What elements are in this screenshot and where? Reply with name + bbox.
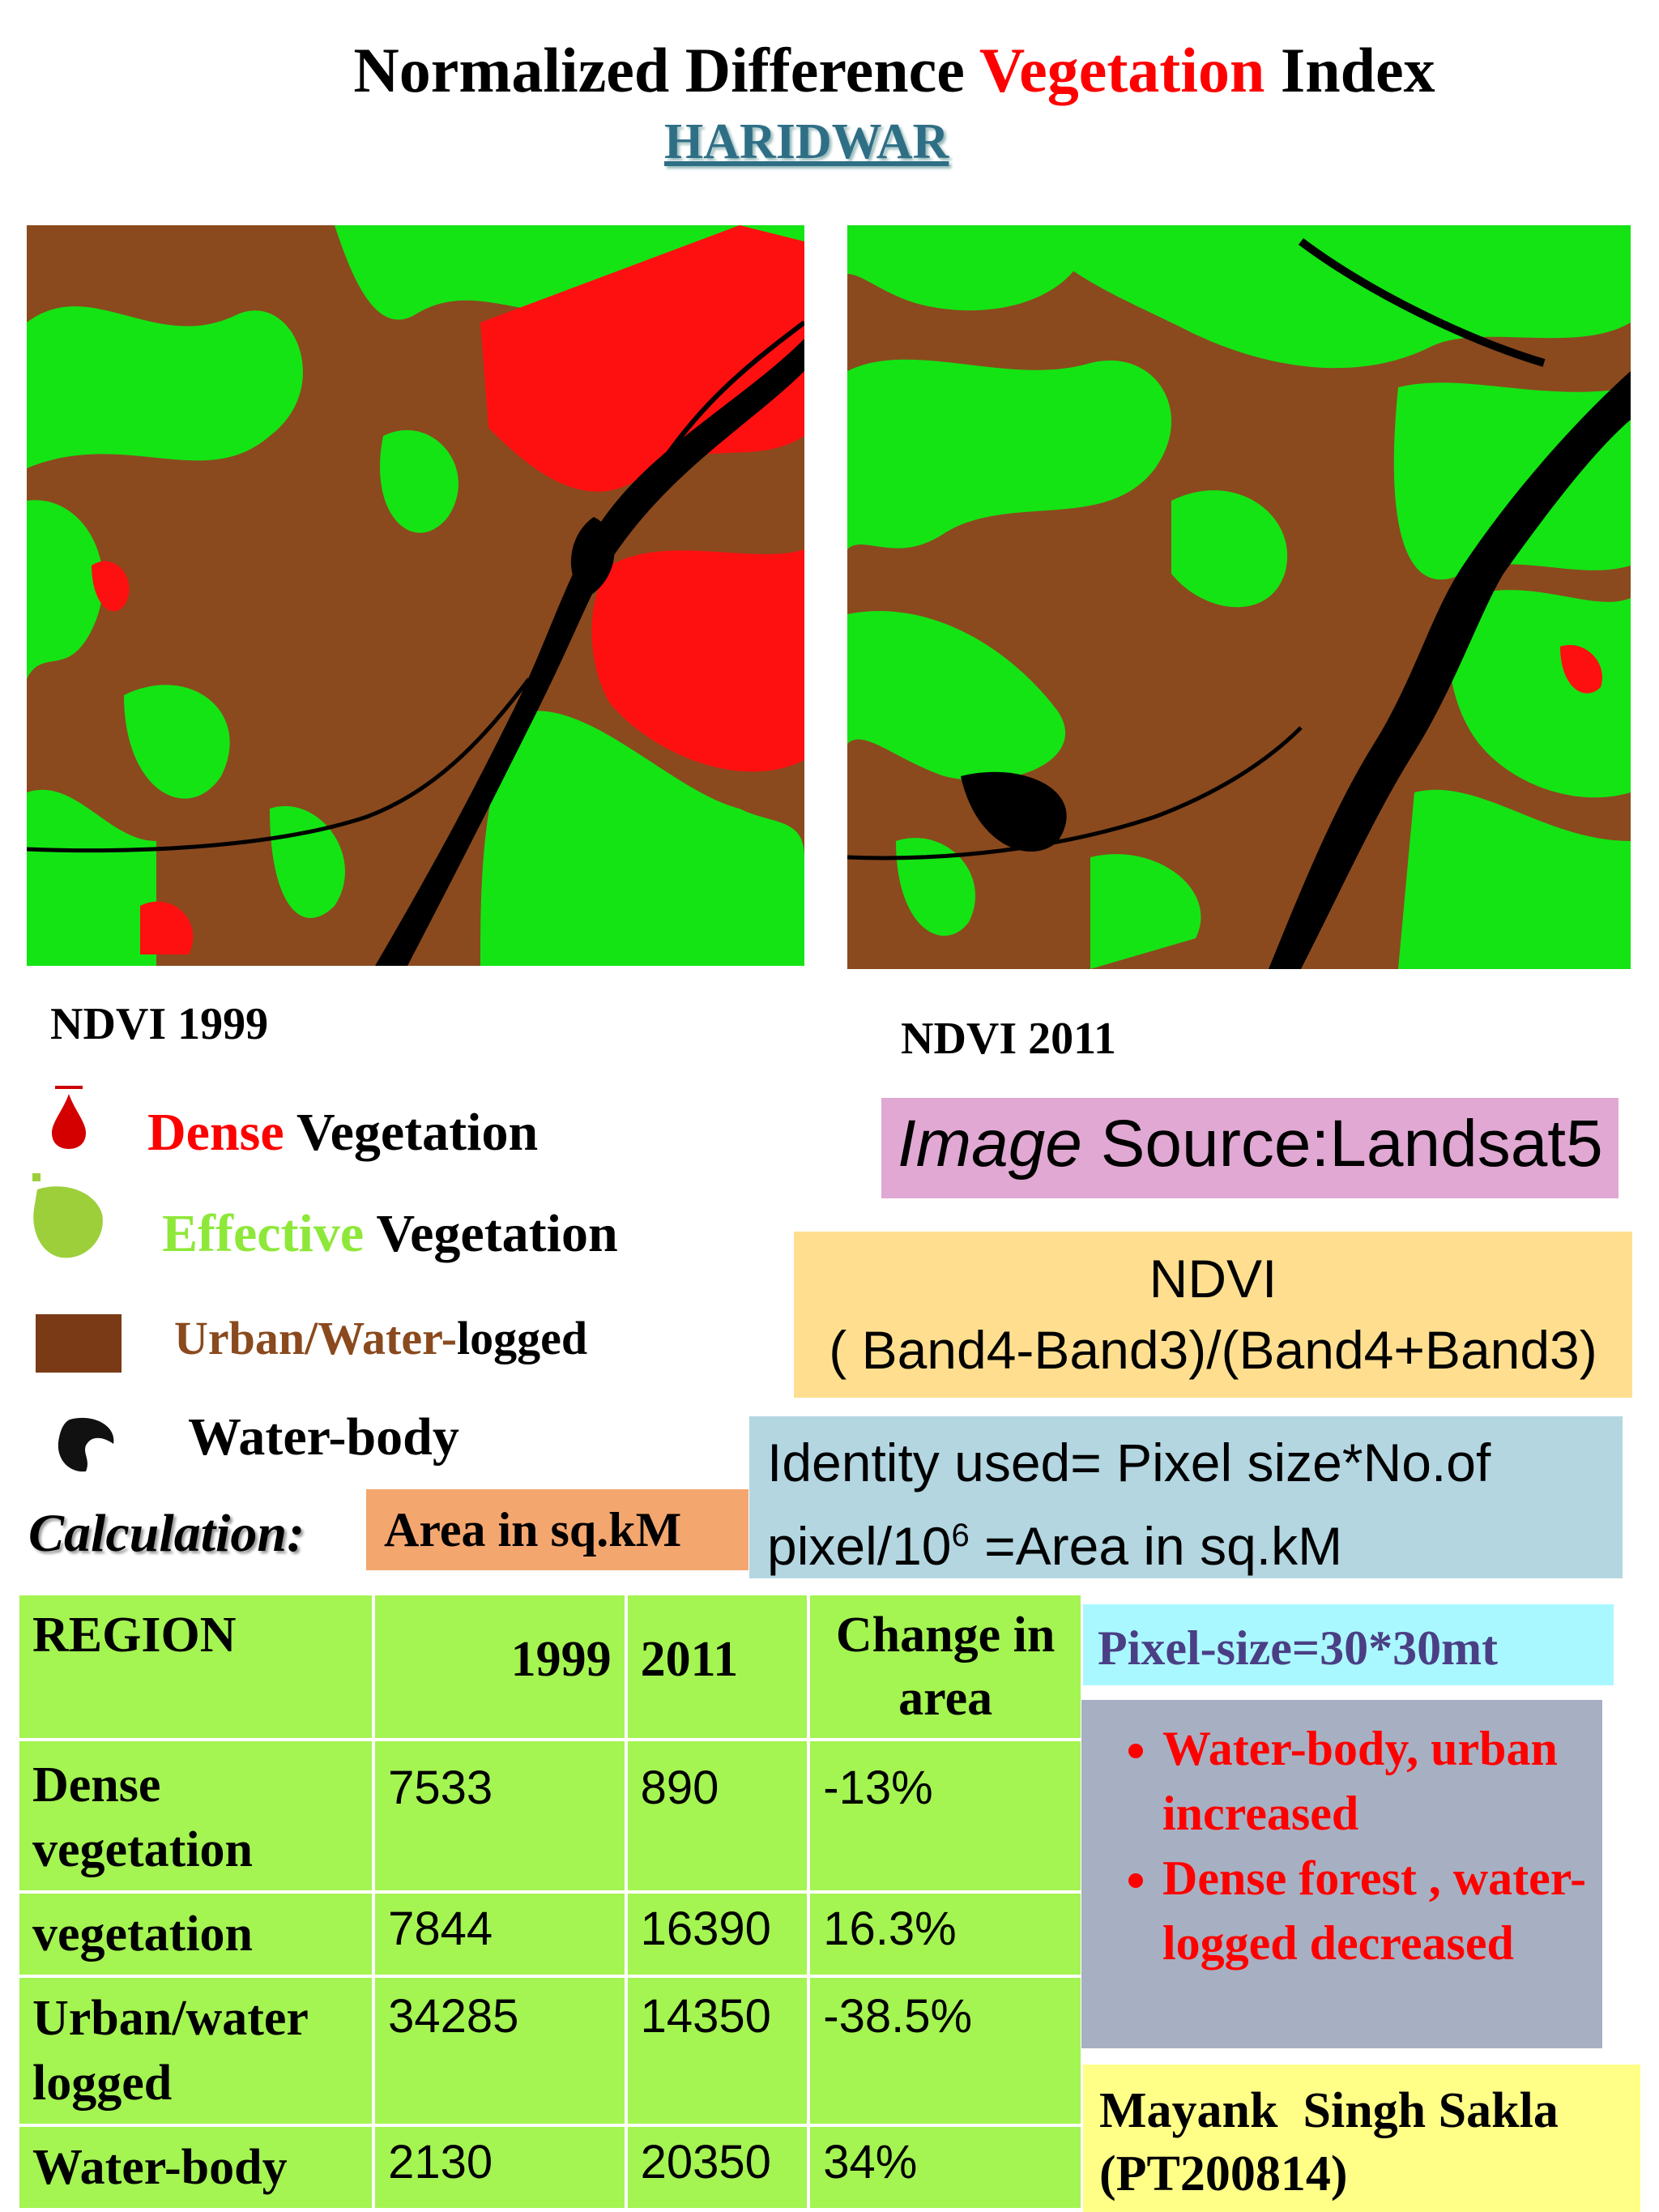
value-2011-cell: 14350 bbox=[624, 1975, 811, 2127]
region-cell: Dense vegetation bbox=[15, 1738, 376, 1894]
conclusions-list: Water-body, urban increased Dense forest… bbox=[1081, 1700, 1602, 1975]
ndvi-2011-map bbox=[847, 225, 1631, 969]
value-2011-cell: 20350 bbox=[624, 2124, 811, 2211]
author-name: Mayank Singh Sakla bbox=[1099, 2083, 1559, 2138]
value-1999-cell: 7533 bbox=[372, 1738, 628, 1894]
region-cell: Water-body bbox=[15, 2124, 376, 2211]
identity-line-2b: =Area in sq.kM bbox=[969, 1516, 1343, 1576]
title-highlight: Vegetation bbox=[979, 35, 1265, 105]
calculation-label: Calculation: bbox=[28, 1504, 305, 1563]
leaf-blob-icon bbox=[32, 1173, 103, 1258]
table-header-row: REGION 1999 2011 Change in area bbox=[15, 1592, 1084, 1741]
drop-icon bbox=[52, 1086, 86, 1149]
urban-swatch-icon bbox=[36, 1314, 122, 1373]
header-2011: 2011 bbox=[624, 1592, 811, 1741]
region-cell: Urban/water logged bbox=[15, 1975, 376, 2127]
title-part-1: Normalized Difference bbox=[353, 35, 979, 105]
pixel-size-box: Pixel-size=30*30mt bbox=[1083, 1604, 1614, 1685]
ndvi-1999-caption: NDVI 1999 bbox=[50, 999, 269, 1049]
header-1999: 1999 bbox=[372, 1592, 628, 1741]
image-source-rest: Source:Landsat5 bbox=[1081, 1107, 1603, 1181]
legend-urban-rest: logged bbox=[457, 1312, 588, 1364]
value-1999-cell: 7844 bbox=[372, 1890, 628, 1978]
legend-urban-waterlogged: Urban/Water-logged bbox=[174, 1311, 587, 1365]
legend-dense-word: Dense bbox=[147, 1103, 284, 1162]
change-cell: 16.3% bbox=[807, 1890, 1084, 1978]
formula-expression: ( Band4-Band3)/(Band4+Band3) bbox=[829, 1320, 1597, 1380]
ndvi-1999-map bbox=[27, 225, 804, 966]
subtitle: HARIDWAR bbox=[664, 114, 949, 169]
legend-effective-vegetation: Effective Vegetation bbox=[162, 1203, 618, 1265]
identity-exponent: 6 bbox=[951, 1518, 970, 1553]
title-part-3: Index bbox=[1265, 35, 1435, 105]
change-cell: -13% bbox=[807, 1738, 1084, 1894]
legend-effective-rest: Vegetation bbox=[364, 1204, 618, 1263]
value-2011-cell: 16390 bbox=[624, 1890, 811, 1978]
legend-dense-vegetation: Dense Vegetation bbox=[147, 1102, 538, 1164]
value-1999-cell: 2130 bbox=[372, 2124, 628, 2211]
change-cell: 34% bbox=[807, 2124, 1084, 2211]
identity-box: Identity used= Pixel size*No.of pixel/10… bbox=[749, 1416, 1623, 1578]
identity-line-1: Identity used= Pixel size*No.of bbox=[767, 1433, 1491, 1492]
identity-line-2a: pixel/10 bbox=[767, 1516, 952, 1576]
author-box: Mayank Singh Sakla (PT200814) bbox=[1083, 2065, 1640, 2212]
legend-water-body: Water-body bbox=[188, 1407, 459, 1467]
legend-dense-rest: Vegetation bbox=[284, 1103, 539, 1162]
author-id: (PT200814) bbox=[1099, 2146, 1348, 2201]
conclusion-item: Dense forest , water-logged decreased bbox=[1162, 1846, 1602, 1975]
header-change: Change in area bbox=[807, 1592, 1084, 1741]
ndvi-2011-caption: NDVI 2011 bbox=[901, 1014, 1117, 1064]
header-region: REGION bbox=[15, 1592, 376, 1741]
formula-title: NDVI bbox=[1149, 1249, 1277, 1309]
conclusion-item: Water-body, urban increased bbox=[1162, 1716, 1602, 1846]
region-table: REGION 1999 2011 Change in area Dense ve… bbox=[15, 1592, 1084, 2211]
change-cell: -38.5% bbox=[807, 1975, 1084, 2127]
conclusions-box: Water-body, urban increased Dense forest… bbox=[1081, 1700, 1602, 2048]
area-unit-box: Area in sq.kM bbox=[366, 1489, 748, 1570]
image-source-italic: Image bbox=[898, 1107, 1082, 1181]
table-row: vegetation 7844 16390 16.3% bbox=[15, 1890, 1084, 1978]
identity-line-2: pixel/106 =Area in sq.kM bbox=[767, 1499, 1623, 1582]
water-body-icon bbox=[58, 1417, 114, 1472]
region-cell: vegetation bbox=[15, 1890, 376, 1978]
image-source-box: Image Source:Landsat5 bbox=[881, 1098, 1618, 1198]
ndvi-formula-box: NDVI ( Band4-Band3)/(Band4+Band3) bbox=[794, 1232, 1632, 1398]
legend-effective-word: Effective bbox=[162, 1204, 365, 1263]
value-2011-cell: 890 bbox=[624, 1738, 811, 1894]
table-row: Dense vegetation 7533 890 -13% bbox=[15, 1738, 1084, 1894]
table-row: Urban/water logged 34285 14350 -38.5% bbox=[15, 1975, 1084, 2127]
value-1999-cell: 34285 bbox=[372, 1975, 628, 2127]
page-title: Normalized Difference Vegetation Index bbox=[0, 34, 1659, 107]
table-row: Water-body 2130 20350 34% bbox=[15, 2124, 1084, 2211]
legend-urban-word: Urban/Water- bbox=[174, 1312, 458, 1364]
